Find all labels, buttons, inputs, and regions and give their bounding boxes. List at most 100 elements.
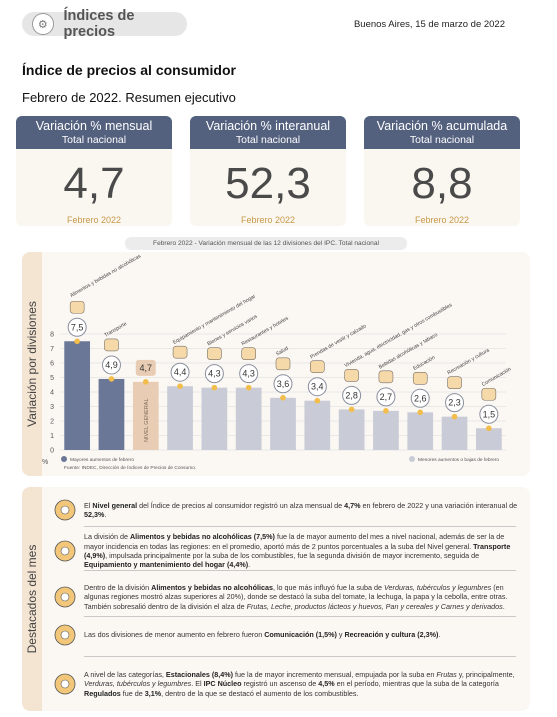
highlights-section-tab: Destacados del mes xyxy=(22,487,42,711)
highlight-text: El Nivel general del Índice de precios a… xyxy=(84,500,518,519)
value-badge xyxy=(273,374,293,394)
bar xyxy=(132,381,159,450)
card-label: Variación % acumulada xyxy=(376,119,508,133)
y-tick-label: 8 xyxy=(50,332,54,339)
category-label: Transporte xyxy=(103,321,128,339)
division-bar-chart: 0 1 2 3 4 5 6 7 8% 7,5 Alimentos y bebidas no alco… xyxy=(42,253,512,471)
highlight-item: Las dos divisiones de menor aumento en f… xyxy=(54,623,522,647)
bar-marker-dot xyxy=(74,338,80,345)
y-tick-label: 2 xyxy=(50,419,54,426)
card-header: Variación % acumulada Total nacional xyxy=(364,116,520,149)
legend-marker-above xyxy=(61,456,67,462)
page-subtitle: Febrero de 2022. Resumen ejecutivo xyxy=(22,90,236,105)
bar-marker-dot xyxy=(417,409,424,416)
value-label: 2,8 xyxy=(345,390,358,400)
card-value: 8,8 xyxy=(411,159,473,208)
bar-marker-dot xyxy=(451,413,458,420)
y-tick-label: 5 xyxy=(50,375,54,382)
value-label: 1,5 xyxy=(483,409,496,419)
basket-car-icon xyxy=(54,540,76,562)
chart-source: Fuente: INDEC, Dirección de Índices de P… xyxy=(64,464,196,471)
bar xyxy=(201,387,228,450)
division-icon xyxy=(344,369,359,382)
legend-below-label: Menores aumentos o bajas de febrero xyxy=(418,457,499,463)
y-tick-label: 6 xyxy=(50,361,54,368)
highlight-item: Dentro de la división Alimentos y bebida… xyxy=(54,575,522,619)
bar-marker-dot xyxy=(486,425,492,432)
card-label: Variación % interanual xyxy=(205,119,331,133)
division-icon xyxy=(447,376,462,389)
division-icon xyxy=(481,387,497,401)
highlight-text: Las dos divisiones de menor aumento en f… xyxy=(84,630,441,640)
chart-section-tab: Variación por divisiones xyxy=(22,252,42,476)
card-period: Febrero 2022 xyxy=(66,215,122,225)
bar-marker-dot xyxy=(383,408,389,414)
value-label: 4,3 xyxy=(208,369,221,379)
highlight-item: La división de Alimentos y bebidas no al… xyxy=(54,532,522,570)
legend-marker-below xyxy=(409,456,415,462)
category-label: Recreación y cultura xyxy=(447,347,491,376)
highlight-text: A nivel de las categorías, Estacionales … xyxy=(84,669,515,698)
division-icon xyxy=(241,347,256,360)
bar-marker-dot xyxy=(211,384,218,391)
value-badge xyxy=(307,377,327,397)
highlight-text: Dentro de la división Alimentos y bebida… xyxy=(84,582,508,611)
value-label: 2,3 xyxy=(448,398,461,408)
highlight-text: La división de Alimentos y bebidas no al… xyxy=(84,532,511,570)
vegetables-icon xyxy=(54,586,76,608)
value-badge xyxy=(135,359,156,376)
phone-icon xyxy=(54,624,76,646)
bar-marker-dot xyxy=(108,376,115,382)
value-badge xyxy=(239,364,259,384)
value-label: 4,3 xyxy=(242,369,255,379)
bar-marker-dot xyxy=(177,383,183,389)
division-icon xyxy=(207,347,222,360)
card-label: Variación % mensual xyxy=(35,119,153,133)
general-bar-text: NIVEL GENERAL xyxy=(144,398,150,442)
bar xyxy=(475,428,502,450)
bar-marker-dot xyxy=(142,379,149,385)
y-tick-label: 1 xyxy=(50,433,54,440)
division-icon xyxy=(378,370,394,384)
category-label: Educación xyxy=(412,355,436,372)
bar xyxy=(304,400,331,450)
card-value: 4,7 xyxy=(63,159,125,208)
legend-above-label: Mayores aumentos de febrero xyxy=(70,457,134,463)
card-yearly: Variación % interanual Total nacional 52… xyxy=(190,116,346,226)
division-icon xyxy=(104,338,119,352)
value-badge xyxy=(410,388,430,408)
value-badge xyxy=(204,364,224,384)
bar xyxy=(64,341,91,450)
report-header-pill: ⚙ Índices de precios xyxy=(22,8,187,40)
division-icon xyxy=(172,345,188,359)
card-scope: Total nacional xyxy=(235,134,301,146)
y-tick-label: 7 xyxy=(50,346,54,353)
chart-section-label: Variación por divisiones xyxy=(25,301,39,427)
category-label: Salud xyxy=(275,346,290,358)
bar xyxy=(441,416,468,450)
value-badge xyxy=(376,387,396,407)
food-basket-icon xyxy=(54,499,76,521)
value-badge xyxy=(342,385,362,405)
banana-icon xyxy=(54,673,76,695)
division-icon xyxy=(275,357,291,371)
division-icon xyxy=(69,300,85,314)
bar xyxy=(407,412,434,450)
bar-marker-dot xyxy=(314,397,321,404)
bar-marker-dot xyxy=(245,384,252,391)
bar-marker-dot xyxy=(280,395,286,401)
card-header: Variación % interanual Total nacional xyxy=(190,116,346,149)
value-badge xyxy=(170,362,190,382)
value-label: 2,7 xyxy=(380,392,393,402)
highlight-item: A nivel de las categorías, Estacionales … xyxy=(54,665,522,703)
card-monthly: Variación % mensual Total nacional 4,7 F… xyxy=(16,116,172,226)
highlight-divider xyxy=(84,570,516,571)
division-icon xyxy=(310,360,325,373)
value-badge xyxy=(67,317,87,337)
value-badge xyxy=(101,355,121,375)
highlight-divider xyxy=(84,526,516,527)
division-icon xyxy=(412,372,428,385)
y-tick-label: 4 xyxy=(50,390,54,397)
card-period: Febrero 2022 xyxy=(240,215,296,225)
indec-seal-icon: ⚙ xyxy=(32,13,54,35)
